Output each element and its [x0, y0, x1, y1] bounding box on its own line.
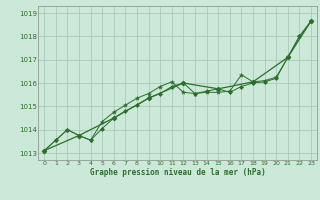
X-axis label: Graphe pression niveau de la mer (hPa): Graphe pression niveau de la mer (hPa): [90, 168, 266, 177]
